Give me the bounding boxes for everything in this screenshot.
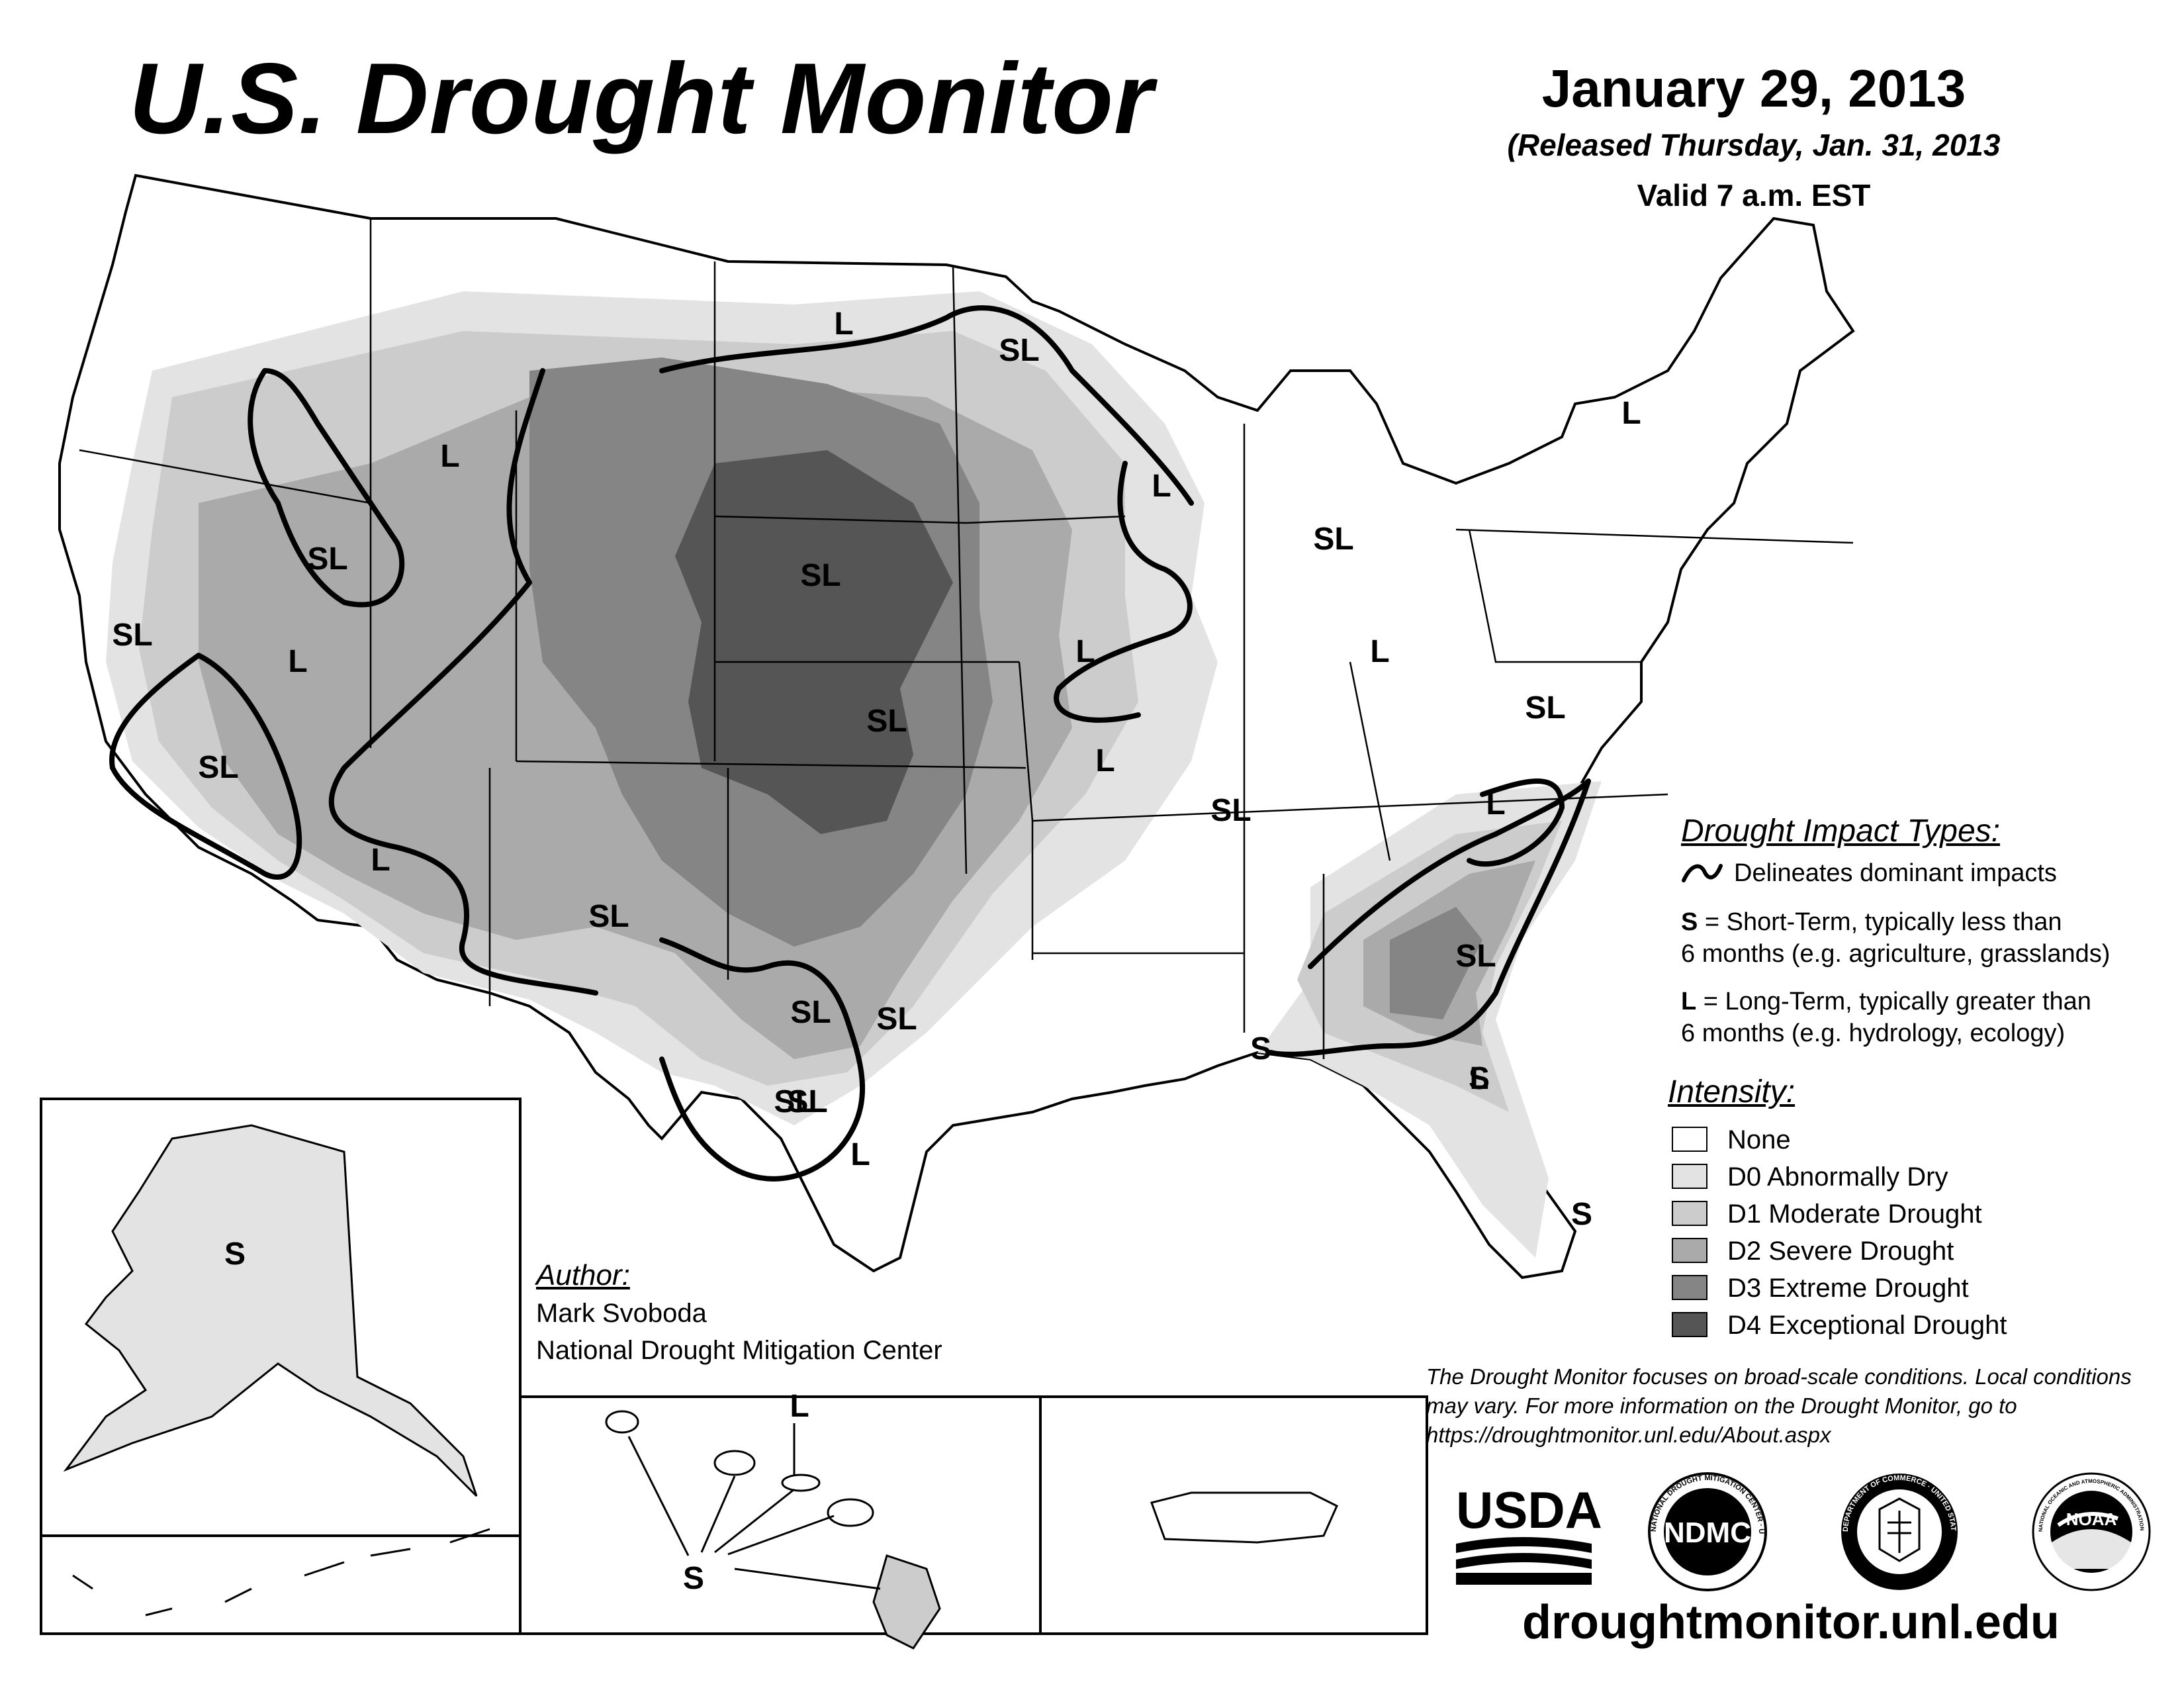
inset-frames <box>40 1098 1428 1635</box>
agency-logos: USDA NDMC NATIONAL DROUGHT MITIGATION CE… <box>1443 1470 2151 1591</box>
valid-time: Valid 7 a.m. EST <box>1637 178 1871 212</box>
impact-label: SL <box>112 618 152 653</box>
long-term-desc: = Long-Term, typically greater than <box>1696 988 2091 1015</box>
short-term-key: S = Short-Term, typically less than <box>1681 908 2062 937</box>
swatch-d3 <box>1672 1275 1707 1300</box>
impact-label: S <box>1571 1197 1592 1232</box>
intensity-label-d0: D0 Abnormally Dry <box>1727 1162 1948 1192</box>
puerto-rico-inset-frame <box>1039 1395 1428 1635</box>
short-term-letter: S <box>1681 908 1698 936</box>
impact-label: L <box>288 644 307 679</box>
hawaii-leader-lines <box>627 1423 881 1590</box>
impact-types-heading: Drought Impact Types: <box>1681 814 2000 849</box>
impact-label: L <box>850 1137 870 1172</box>
impact-label: L <box>790 1389 809 1424</box>
impact-label: SL <box>588 899 629 934</box>
impact-label: L <box>850 1137 870 1172</box>
impact-label: L <box>834 306 853 342</box>
impact-label: SL <box>1313 522 1353 557</box>
impact-label: SL <box>790 995 831 1030</box>
impact-label: L <box>1075 634 1095 669</box>
swatch-d1 <box>1672 1201 1707 1226</box>
map-title: U.S. Drought Monitor <box>129 42 1154 155</box>
swatch-d2 <box>1672 1238 1707 1263</box>
long-term-letter: L <box>1681 988 1697 1015</box>
hawaii-inset-frame <box>519 1395 1042 1635</box>
impact-line-southeast <box>1268 778 1591 1057</box>
usda-logo: USDA <box>1456 1481 1602 1585</box>
impact-line-appalachia <box>1467 778 1565 867</box>
impact-label: SL <box>1210 793 1251 828</box>
disclaimer-text: The Drought Monitor focuses on broad-sca… <box>1426 1364 2132 1447</box>
short-term-desc-2: 6 months (e.g. agriculture, grasslands) <box>1681 940 2111 968</box>
impact-label: L <box>440 439 459 474</box>
impact-label: SL <box>774 1084 814 1119</box>
intensity-label-d3: D3 Extreme Drought <box>1727 1274 1969 1303</box>
impact-label: SL <box>307 541 347 577</box>
intensity-heading: Intensity: <box>1668 1074 1796 1109</box>
release-date: (Released Thursday, Jan. 31, 2013 <box>1507 128 2001 162</box>
d3-southeast <box>1390 907 1482 1019</box>
impact-line-central <box>328 368 598 996</box>
impact-label: L <box>1370 634 1389 669</box>
impact-line-label: Delineates dominant impacts <box>1734 859 2057 887</box>
impact-label: SL <box>1455 939 1496 974</box>
impact-label: S <box>1469 1061 1490 1096</box>
swatch-d0 <box>1672 1164 1707 1189</box>
impact-label: L <box>371 843 390 878</box>
impact-label: SL <box>876 1002 917 1037</box>
puerto-rico-shape <box>1150 1491 1338 1544</box>
drought-shading <box>106 291 1602 1258</box>
map-date: January 29, 2013 <box>1541 59 1966 118</box>
impact-label: L <box>1621 396 1641 431</box>
swatch-d4 <box>1672 1312 1707 1337</box>
intensity-label-d1: D1 Moderate Drought <box>1727 1199 1982 1229</box>
alaska-inset-frame <box>40 1098 522 1635</box>
usda-logo-text: USDA <box>1456 1481 1602 1539</box>
impact-label: L <box>1486 786 1505 821</box>
impact-label: S <box>683 1561 704 1596</box>
impact-label: SL <box>999 333 1039 368</box>
impact-label: SL <box>198 750 238 785</box>
impact-line-midwest <box>1054 461 1193 723</box>
author-heading: Author: <box>536 1259 630 1291</box>
map-impact-labels: LSLSLLSLLLSLSLLSLSLLLSLLSLSLSLLSLSLLSSSL… <box>112 306 1641 1596</box>
impact-label: L <box>1095 743 1115 778</box>
impact-label: S <box>224 1237 246 1272</box>
impact-label: SL <box>1525 690 1565 726</box>
alaska-shape <box>63 1124 478 1497</box>
impact-label: SL <box>866 704 907 739</box>
impact-label: S <box>1250 1031 1271 1066</box>
d4-region <box>675 450 953 834</box>
ndmc-logo-text: NDMC <box>1664 1517 1751 1549</box>
impact-line-nevada <box>109 653 302 880</box>
hawaii-islands <box>605 1410 941 1650</box>
long-term-key: L = Long-Term, typically greater than <box>1681 988 2091 1016</box>
short-term-desc: = Short-Term, typically less than <box>1698 908 2062 936</box>
intensity-label-none: None <box>1727 1125 1791 1154</box>
intensity-label-d2: D2 Severe Drought <box>1727 1237 1954 1266</box>
author-name: Mark Svoboda <box>536 1299 707 1328</box>
impact-line-north <box>659 305 1194 506</box>
impact-line-west <box>248 368 405 608</box>
website-url[interactable]: droughtmonitor.unl.edu <box>1522 1596 2060 1649</box>
impact-line-symbol <box>1682 864 1723 882</box>
impact-label: L <box>1152 469 1171 504</box>
impact-label: L <box>1469 1061 1488 1096</box>
impact-label: SL <box>787 1084 827 1119</box>
noaa-logo-text: NOAA <box>2066 1509 2117 1529</box>
long-term-desc-2: 6 months (e.g. hydrology, ecology) <box>1681 1019 2066 1047</box>
impact-line-texas <box>659 937 866 1182</box>
impact-lines <box>109 305 1591 1182</box>
state-borders <box>79 218 1854 1059</box>
impact-label: SL <box>800 558 841 593</box>
author-organization: National Drought Mitigation Center <box>536 1336 942 1365</box>
aleutian-islands <box>72 1528 490 1617</box>
swatch-none <box>1672 1127 1707 1152</box>
intensity-label-d4: D4 Exceptional Drought <box>1727 1311 2007 1340</box>
